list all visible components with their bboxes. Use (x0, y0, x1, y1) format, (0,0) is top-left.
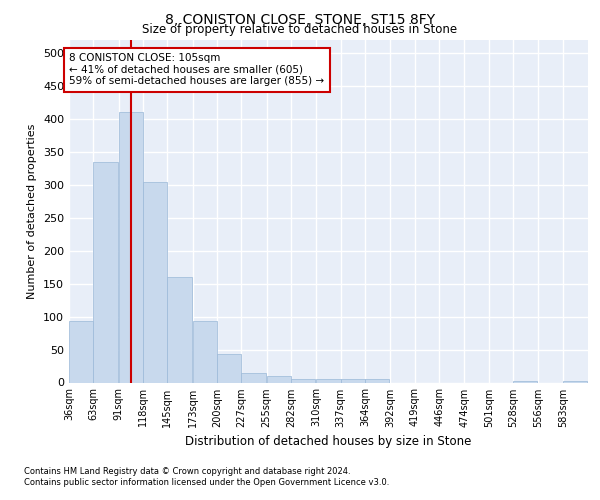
Bar (167, 277, 192, 382)
X-axis label: Distribution of detached houses by size in Stone: Distribution of detached houses by size … (185, 435, 472, 448)
Text: Contains HM Land Registry data © Crown copyright and database right 2024.: Contains HM Land Registry data © Crown c… (24, 467, 350, 476)
Bar (217, 354, 241, 382)
Bar (266, 376, 291, 382)
Bar (291, 379, 316, 382)
Text: Size of property relative to detached houses in Stone: Size of property relative to detached ho… (142, 22, 458, 36)
Bar (316, 379, 341, 382)
Text: 8 CONISTON CLOSE: 105sqm
← 41% of detached houses are smaller (605)
59% of semi-: 8 CONISTON CLOSE: 105sqm ← 41% of detach… (70, 53, 325, 86)
Y-axis label: Number of detached properties: Number of detached properties (28, 124, 37, 299)
Text: Contains public sector information licensed under the Open Government Licence v3: Contains public sector information licen… (24, 478, 389, 487)
Bar (365, 379, 389, 382)
Bar (94, 162, 118, 382)
Bar (341, 379, 365, 382)
Bar (563, 380, 587, 382)
Bar (241, 374, 266, 382)
Text: 8, CONISTON CLOSE, STONE, ST15 8FY: 8, CONISTON CLOSE, STONE, ST15 8FY (165, 12, 435, 26)
Bar (69, 321, 94, 382)
Bar (143, 182, 167, 382)
Bar (513, 380, 538, 382)
Bar (193, 321, 217, 382)
Bar (119, 112, 143, 382)
